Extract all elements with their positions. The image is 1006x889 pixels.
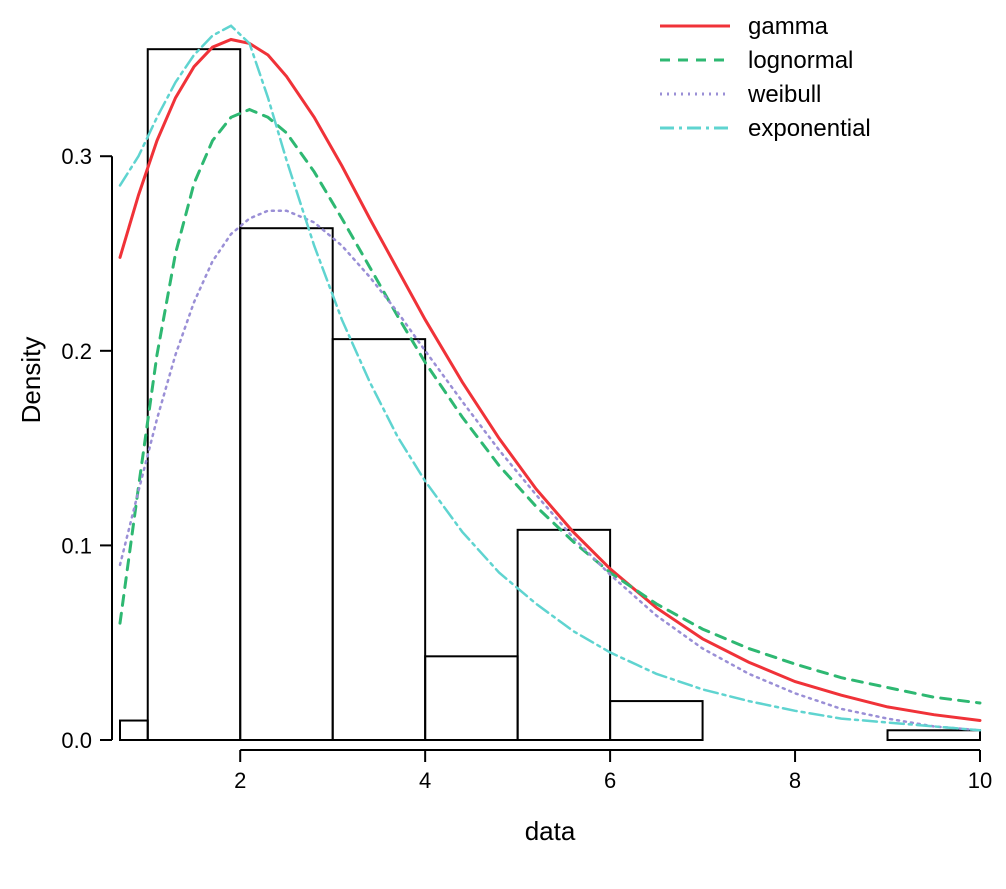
y-axis-label: Density — [16, 337, 46, 424]
legend-label: lognormal — [748, 47, 853, 74]
histogram-bar — [888, 730, 980, 740]
x-axis: 2 4 6 8 10 — [234, 750, 992, 793]
histogram-bars — [120, 49, 980, 740]
y-axis: 0.0 0.1 0.2 0.3 — [61, 144, 112, 753]
histogram-bar — [120, 721, 148, 740]
curve-weibull — [120, 211, 980, 731]
histogram-bar — [610, 701, 702, 740]
chart-svg: 0.0 0.1 0.2 0.3 Density 2 4 6 8 10 data gamma lognor… — [0, 0, 1006, 889]
y-tick-label: 0.2 — [61, 339, 92, 364]
histogram-bar — [240, 228, 332, 740]
histogram-bar — [148, 49, 240, 740]
x-tick-label: 4 — [419, 768, 431, 793]
legend-label: exponential — [748, 115, 871, 142]
histogram-bar — [425, 656, 517, 740]
y-tick-label: 0.3 — [61, 144, 92, 169]
x-tick-label: 8 — [789, 768, 801, 793]
legend-label: gamma — [748, 13, 829, 40]
x-tick-label: 6 — [604, 768, 616, 793]
curve-lognormal — [120, 110, 980, 704]
y-tick-label: 0.1 — [61, 533, 92, 558]
x-axis-label: data — [525, 816, 576, 846]
density-chart: 0.0 0.1 0.2 0.3 Density 2 4 6 8 10 data gamma lognor… — [0, 0, 1006, 889]
legend: gamma lognormal weibull exponential — [660, 13, 871, 142]
x-tick-label: 2 — [234, 768, 246, 793]
x-tick-label: 10 — [968, 768, 992, 793]
legend-label: weibull — [747, 81, 821, 108]
y-tick-label: 0.0 — [61, 728, 92, 753]
